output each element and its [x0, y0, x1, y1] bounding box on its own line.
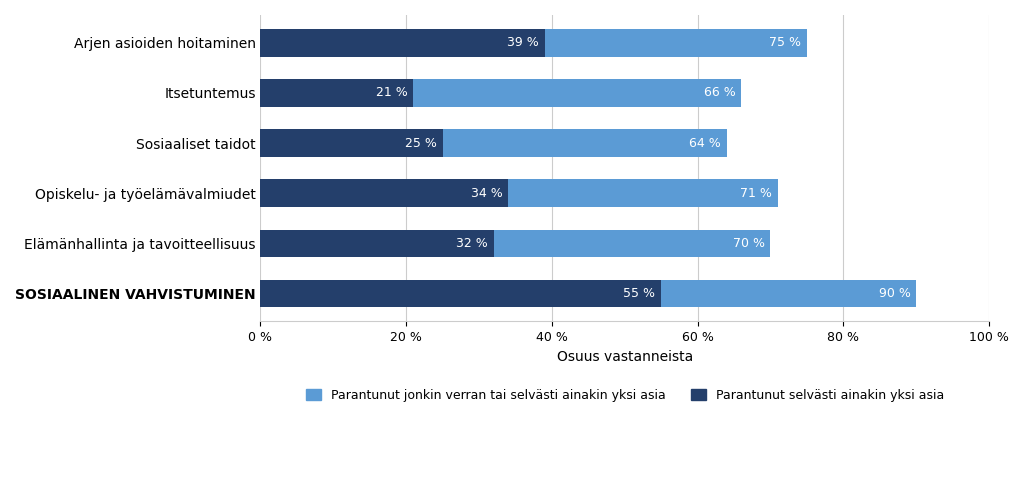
Bar	[260, 29, 807, 57]
X-axis label: Osuus vastanneista: Osuus vastanneista	[557, 350, 693, 364]
Text: 55 %: 55 %	[624, 287, 655, 300]
Bar	[260, 129, 442, 157]
Text: 90 %: 90 %	[879, 287, 910, 300]
Bar	[260, 29, 545, 57]
Bar	[260, 229, 494, 257]
Text: 75 %: 75 %	[769, 36, 801, 49]
Text: 66 %: 66 %	[703, 86, 735, 99]
Text: 71 %: 71 %	[740, 187, 772, 200]
Text: 25 %: 25 %	[404, 137, 437, 149]
Text: 64 %: 64 %	[689, 137, 721, 149]
Bar	[260, 280, 662, 308]
Bar	[260, 280, 916, 308]
Bar	[260, 180, 508, 207]
Bar	[260, 79, 414, 107]
Text: 21 %: 21 %	[376, 86, 408, 99]
Text: 70 %: 70 %	[732, 237, 765, 250]
Legend: Parantunut jonkin verran tai selvästi ainakin yksi asia, Parantunut selvästi ain: Parantunut jonkin verran tai selvästi ai…	[301, 384, 949, 407]
Text: 39 %: 39 %	[507, 36, 539, 49]
Bar	[260, 229, 770, 257]
Bar	[260, 180, 778, 207]
Text: 32 %: 32 %	[456, 237, 487, 250]
Bar	[260, 129, 727, 157]
Bar	[260, 79, 741, 107]
Text: 34 %: 34 %	[471, 187, 503, 200]
